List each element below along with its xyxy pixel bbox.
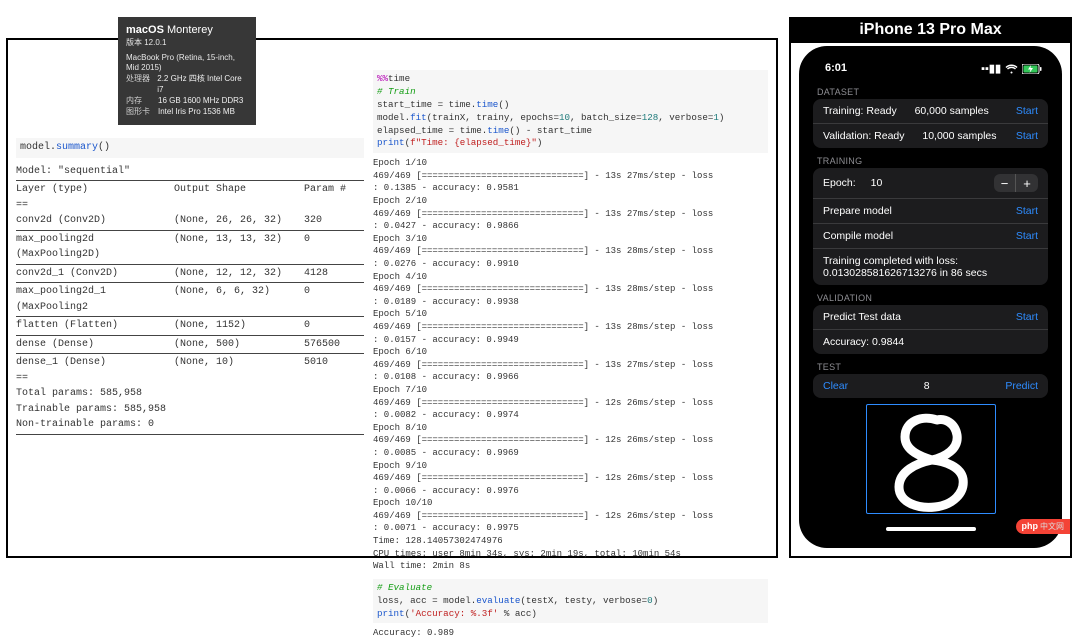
- summary-call: model.summary(): [16, 138, 364, 158]
- layer-row: max_pooling2d (MaxPooling2D)(None, 13, 1…: [16, 232, 364, 263]
- test-row: Clear 8 Predict: [813, 374, 1048, 398]
- drawing-canvas[interactable]: [866, 404, 996, 514]
- compile-row: Compile model Start: [813, 224, 1048, 249]
- iphone-panel: 6:01 ▪▪▮▮ DATASET Training: Ready 60,000…: [789, 38, 1072, 558]
- test-header: TEST: [805, 354, 1056, 374]
- training-block: %%time # Train start_time = time.time() …: [373, 70, 768, 640]
- predict-start-button[interactable]: Start: [1016, 311, 1038, 323]
- dataset-list: Training: Ready 60,000 samples Start Val…: [813, 99, 1048, 148]
- digit-8-drawing: [867, 405, 997, 515]
- train-output: Epoch 1/10 469/469 [====================…: [373, 157, 768, 573]
- status-bar: 6:01 ▪▪▮▮: [805, 52, 1056, 79]
- validation-data-row: Validation: Ready 10,000 samples Start: [813, 124, 1048, 148]
- predict-button[interactable]: Predict: [1005, 380, 1038, 392]
- validation-list: Predict Test data Start Accuracy: 0.9844: [813, 305, 1048, 354]
- training-header: TRAINING: [805, 148, 1056, 168]
- accuracy-row: Accuracy: 0.9844: [813, 330, 1048, 354]
- layer-row: dense (Dense)(None, 500)576500: [16, 337, 364, 353]
- stepper-minus-icon[interactable]: −: [994, 174, 1016, 192]
- iphone-frame: 6:01 ▪▪▮▮ DATASET Training: Ready 60,000…: [799, 46, 1062, 548]
- home-indicator[interactable]: [886, 527, 976, 531]
- training-data-row: Training: Ready 60,000 samples Start: [813, 99, 1048, 124]
- layer-row: dense_1 (Dense)(None, 10)5010: [16, 355, 364, 371]
- summary-total: Trainable params: 585,958: [16, 402, 364, 418]
- predicted-digit: 8: [924, 380, 930, 392]
- training-start-button[interactable]: Start: [1016, 105, 1038, 117]
- wifi-icon: [1005, 64, 1018, 74]
- prepare-row: Prepare model Start: [813, 199, 1048, 224]
- train-code-cell: %%time # Train start_time = time.time() …: [373, 70, 768, 153]
- macos-title: macOS: [126, 24, 164, 36]
- prepare-start-button[interactable]: Start: [1016, 205, 1038, 217]
- model-summary: model.summary() Model: "sequential" Laye…: [16, 138, 364, 436]
- layer-row: conv2d_1 (Conv2D)(None, 12, 12, 32)4128: [16, 266, 364, 282]
- stepper-plus-icon[interactable]: +: [1016, 174, 1038, 192]
- php-watermark: php中文网: [1016, 519, 1071, 534]
- summary-total: Non-trainable params: 0: [16, 417, 364, 433]
- status-time: 6:01: [825, 62, 847, 75]
- model-name: Model: "sequential": [16, 164, 364, 180]
- eval-output: Accuracy: 0.989: [373, 627, 768, 640]
- macos-about-badge: macOS Monterey 版本 12.0.1 MacBook Pro (Re…: [118, 17, 256, 125]
- macos-subtitle: Monterey: [167, 24, 213, 36]
- status-icons: ▪▪▮▮: [981, 62, 1042, 75]
- layer-row: max_pooling2d_1 (MaxPooling2(None, 6, 6,…: [16, 284, 364, 315]
- iphone-title-bar: iPhone 13 Pro Max: [789, 17, 1072, 43]
- summary-total: Total params: 585,958: [16, 386, 364, 402]
- eval-code-cell: # Evaluate loss, acc = model.evaluate(te…: [373, 579, 768, 624]
- battery-icon: [1022, 64, 1042, 74]
- epoch-stepper[interactable]: −+: [994, 174, 1038, 192]
- validation-start-button[interactable]: Start: [1016, 130, 1038, 142]
- predict-row: Predict Test data Start: [813, 305, 1048, 330]
- summary-header: Layer (type) Output Shape Param #: [16, 182, 364, 198]
- training-list: Epoch: 10 −+ Prepare model Start Compile…: [813, 168, 1048, 285]
- compile-start-button[interactable]: Start: [1016, 230, 1038, 242]
- layer-row: flatten (Flatten)(None, 1152)0: [16, 318, 364, 334]
- clear-button[interactable]: Clear: [823, 380, 848, 392]
- dataset-header: DATASET: [805, 79, 1056, 99]
- validation-header: VALIDATION: [805, 285, 1056, 305]
- epoch-row: Epoch: 10 −+: [813, 168, 1048, 199]
- signal-icon: ▪▪▮▮: [981, 62, 1001, 75]
- layer-row: conv2d (Conv2D)(None, 26, 26, 32)320: [16, 213, 364, 229]
- training-done-row: Training completed with loss: 0.01302858…: [813, 249, 1048, 285]
